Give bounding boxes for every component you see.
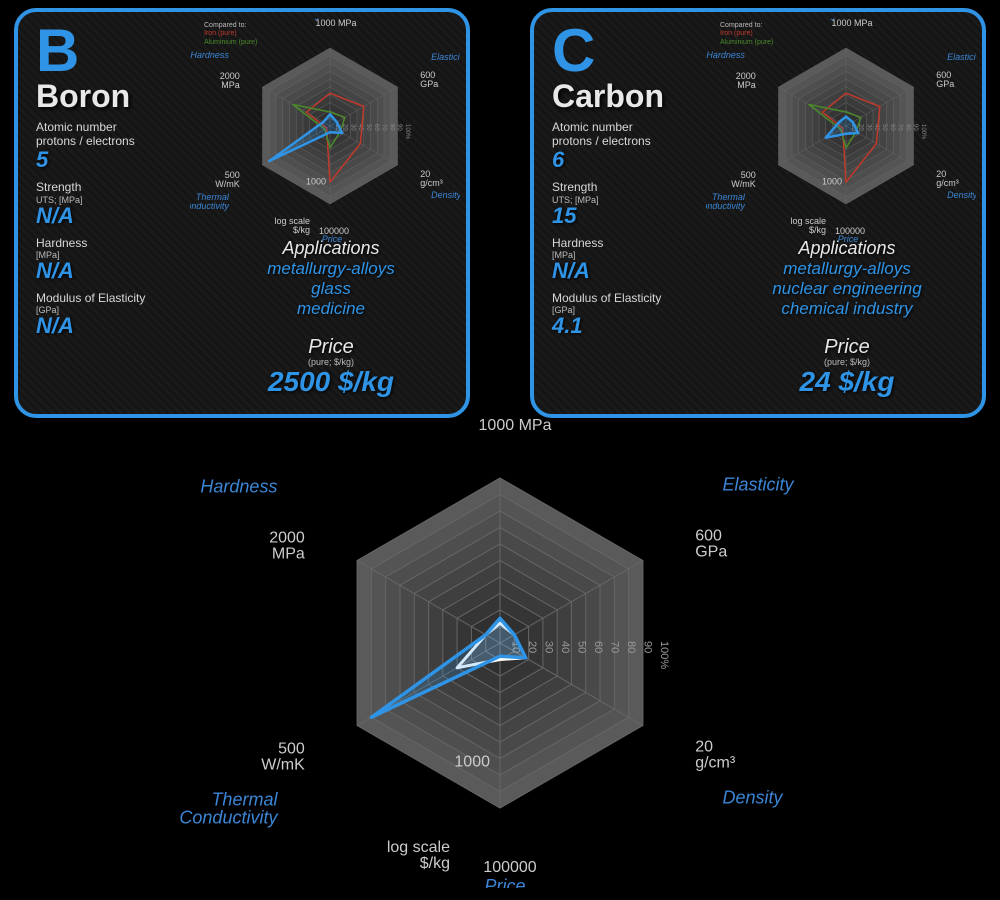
svg-text:GPa: GPa <box>936 79 954 89</box>
application-item: chemical industry <box>732 299 962 319</box>
mini-radar-chart: 102030405060708090100%Strength1000 MPaEl… <box>190 18 460 248</box>
svg-text:Density: Density <box>431 190 460 200</box>
svg-text:60: 60 <box>373 124 379 131</box>
right-column: Applicationsmetallurgy-alloysnuclear eng… <box>732 238 962 398</box>
svg-text:20: 20 <box>695 739 713 756</box>
svg-text:W/mK: W/mK <box>731 179 756 189</box>
svg-text:100000: 100000 <box>319 226 349 236</box>
top-row: BBoronAtomic numberprotons / electrons5S… <box>0 0 1000 418</box>
svg-text:40: 40 <box>559 641 571 653</box>
svg-text:GPa: GPa <box>420 79 438 89</box>
svg-text:Density: Density <box>947 190 976 200</box>
svg-text:90: 90 <box>642 641 654 653</box>
svg-text:Elasticity: Elasticity <box>431 52 460 62</box>
svg-text:80: 80 <box>904 124 910 131</box>
svg-text:Hardness: Hardness <box>706 50 745 60</box>
price-value: 2500 $/kg <box>216 366 446 398</box>
svg-text:1000 MPa: 1000 MPa <box>831 18 872 28</box>
application-item: nuclear engineering <box>732 279 962 299</box>
svg-text:log scale: log scale <box>387 839 450 856</box>
svg-text:1000: 1000 <box>306 177 326 187</box>
comparison-radar-chart: 102030405060708090100%Strength1000 MPaEl… <box>0 418 1000 888</box>
application-item: metallurgy-alloys <box>732 259 962 279</box>
svg-text:90: 90 <box>396 124 402 131</box>
svg-text:100%: 100% <box>920 124 926 140</box>
svg-text:Thermal: Thermal <box>211 790 278 810</box>
svg-text:30: 30 <box>543 641 555 653</box>
svg-text:Elasticity: Elasticity <box>723 475 795 495</box>
svg-text:20: 20 <box>526 641 538 653</box>
svg-text:$/kg: $/kg <box>293 225 310 235</box>
svg-text:70: 70 <box>609 641 621 653</box>
svg-text:$/kg: $/kg <box>809 225 826 235</box>
svg-text:Conductivity: Conductivity <box>190 201 229 211</box>
svg-text:70: 70 <box>897 124 903 131</box>
application-item: metallurgy-alloys <box>216 259 446 279</box>
svg-text:g/cm³: g/cm³ <box>936 178 959 188</box>
svg-text:30: 30 <box>349 124 355 131</box>
svg-text:1000: 1000 <box>822 177 842 187</box>
applications-list: metallurgy-alloysglassmedicine <box>216 259 446 320</box>
price-head: Price <box>732 336 962 359</box>
application-item: glass <box>216 279 446 299</box>
svg-text:MPa: MPa <box>221 80 240 90</box>
svg-text:90: 90 <box>912 124 918 131</box>
svg-text:Elasticity: Elasticity <box>947 52 976 62</box>
svg-text:1000 MPa: 1000 MPa <box>315 18 356 28</box>
svg-text:Hardness: Hardness <box>190 50 229 60</box>
svg-text:Conductivity: Conductivity <box>706 201 745 211</box>
svg-text:g/cm³: g/cm³ <box>420 178 443 188</box>
mini-radar-chart: 102030405060708090100%Strength1000 MPaEl… <box>706 18 976 248</box>
svg-text:100000: 100000 <box>835 226 865 236</box>
svg-text:60: 60 <box>592 641 604 653</box>
svg-text:Density: Density <box>723 788 784 808</box>
svg-text:Conductivity: Conductivity <box>179 808 278 828</box>
right-column: Applicationsmetallurgy-alloysglassmedici… <box>216 238 446 398</box>
price-value: 24 $/kg <box>732 366 962 398</box>
application-item: medicine <box>216 299 446 319</box>
svg-text:2000: 2000 <box>269 530 305 547</box>
svg-text:50: 50 <box>881 124 887 131</box>
svg-text:600: 600 <box>695 528 722 545</box>
svg-text:MPa: MPa <box>737 80 756 90</box>
svg-text:W/mK: W/mK <box>215 179 240 189</box>
svg-text:100%: 100% <box>404 124 410 140</box>
svg-text:GPa: GPa <box>695 544 727 561</box>
price-sub: (pure; $/kg) <box>216 359 446 366</box>
svg-text:W/mK: W/mK <box>261 757 305 774</box>
svg-text:50: 50 <box>365 124 371 131</box>
svg-text:g/cm³: g/cm³ <box>695 755 736 772</box>
svg-text:100000: 100000 <box>483 859 536 876</box>
element-card-boron: BBoronAtomic numberprotons / electrons5S… <box>14 8 470 418</box>
svg-text:70: 70 <box>381 124 387 131</box>
svg-text:Hardness: Hardness <box>200 477 277 497</box>
applications-list: metallurgy-alloysnuclear engineeringchem… <box>732 259 962 320</box>
svg-text:50: 50 <box>576 641 588 653</box>
bottom-chart-area: 102030405060708090100%Strength1000 MPaEl… <box>0 418 1000 888</box>
price-head: Price <box>216 336 446 359</box>
svg-text:80: 80 <box>625 641 637 653</box>
svg-text:1000 MPa: 1000 MPa <box>479 418 552 434</box>
svg-text:500: 500 <box>278 741 305 758</box>
svg-text:80: 80 <box>388 124 394 131</box>
svg-text:MPa: MPa <box>272 546 305 563</box>
svg-text:$/kg: $/kg <box>420 855 450 872</box>
svg-text:Price: Price <box>484 876 525 888</box>
svg-text:60: 60 <box>889 124 895 131</box>
element-card-carbon: CCarbonAtomic numberprotons / electrons6… <box>530 8 986 418</box>
price-sub: (pure; $/kg) <box>732 359 962 366</box>
svg-text:1000: 1000 <box>454 754 490 771</box>
svg-text:100%: 100% <box>658 641 670 669</box>
svg-text:30: 30 <box>865 124 871 131</box>
